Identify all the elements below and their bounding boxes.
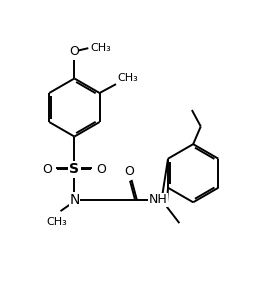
Text: N: N xyxy=(69,193,80,207)
Text: O: O xyxy=(69,45,79,58)
Text: S: S xyxy=(69,162,79,177)
Text: CH₃: CH₃ xyxy=(46,217,67,227)
Text: O: O xyxy=(43,163,53,176)
Text: NH: NH xyxy=(148,193,167,206)
Text: CH₃: CH₃ xyxy=(117,73,138,83)
Text: O: O xyxy=(96,163,106,176)
Text: O: O xyxy=(125,165,134,178)
Text: CH₃: CH₃ xyxy=(91,43,112,53)
